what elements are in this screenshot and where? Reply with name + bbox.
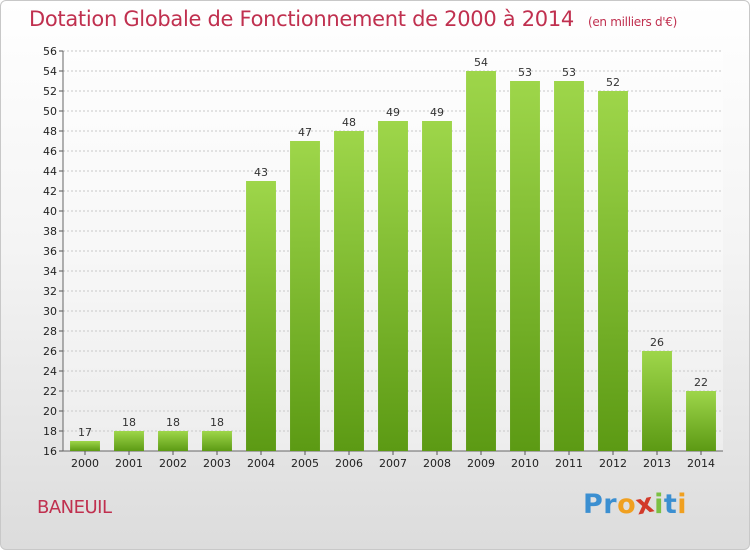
x-tick-label: 2010 bbox=[511, 457, 539, 470]
logo-letter: i bbox=[654, 489, 664, 520]
y-tick-label: 16 bbox=[43, 445, 57, 458]
x-tick-label: 2005 bbox=[291, 457, 319, 470]
commune-name: BANEUIL bbox=[37, 497, 112, 518]
logo-letter: i bbox=[677, 489, 688, 520]
y-tick-label: 30 bbox=[43, 305, 57, 318]
bar-value-label: 26 bbox=[650, 336, 664, 349]
y-tick-label: 18 bbox=[43, 425, 57, 438]
y-tick-label: 40 bbox=[43, 205, 57, 218]
bar-value-label: 53 bbox=[518, 66, 532, 79]
bar-value-label: 53 bbox=[562, 66, 576, 79]
bar bbox=[510, 81, 540, 451]
bar bbox=[378, 121, 408, 451]
chart-title-unit: (en milliers d'€) bbox=[587, 15, 677, 29]
x-tick-label: 2000 bbox=[71, 457, 99, 470]
bar-value-label: 17 bbox=[78, 426, 92, 439]
bar-value-label: 18 bbox=[210, 416, 224, 429]
y-tick-label: 32 bbox=[43, 285, 57, 298]
x-tick-label: 2002 bbox=[159, 457, 187, 470]
y-tick-label: 26 bbox=[43, 345, 57, 358]
x-tick-label: 2003 bbox=[203, 457, 231, 470]
y-tick-label: 34 bbox=[43, 265, 57, 278]
bar-value-label: 52 bbox=[606, 76, 620, 89]
chart-title: Dotation Globale de Fonctionnement de 20… bbox=[29, 7, 677, 31]
x-tick-label: 2007 bbox=[379, 457, 407, 470]
y-tick-label: 22 bbox=[43, 385, 57, 398]
y-tick-label: 54 bbox=[43, 65, 57, 78]
y-tick-label: 42 bbox=[43, 185, 57, 198]
y-tick-label: 52 bbox=[43, 85, 57, 98]
bar bbox=[598, 91, 628, 451]
bar-value-label: 54 bbox=[474, 56, 488, 69]
y-tick-label: 20 bbox=[43, 405, 57, 418]
bar-value-label: 49 bbox=[430, 106, 444, 119]
chart-title-main: Dotation Globale de Fonctionnement de 20… bbox=[29, 7, 574, 31]
bar-value-label: 43 bbox=[254, 166, 268, 179]
bar bbox=[158, 431, 188, 451]
bar-value-label: 18 bbox=[122, 416, 136, 429]
logo-letter: P bbox=[583, 489, 604, 520]
y-tick-label: 46 bbox=[43, 145, 57, 158]
x-tick-label: 2006 bbox=[335, 457, 363, 470]
x-tick-label: 2012 bbox=[599, 457, 627, 470]
bar bbox=[290, 141, 320, 451]
y-tick-label: 24 bbox=[43, 365, 57, 378]
x-tick-label: 2014 bbox=[687, 457, 715, 470]
bar bbox=[466, 71, 496, 451]
y-tick-label: 44 bbox=[43, 165, 57, 178]
bar-value-label: 47 bbox=[298, 126, 312, 139]
x-tick-label: 2009 bbox=[467, 457, 495, 470]
bar bbox=[246, 181, 276, 451]
y-tick-label: 50 bbox=[43, 105, 57, 118]
x-tick-label: 2008 bbox=[423, 457, 451, 470]
x-tick-label: 2001 bbox=[115, 457, 143, 470]
bar-value-label: 49 bbox=[386, 106, 400, 119]
bar-value-label: 22 bbox=[694, 376, 708, 389]
x-tick-label: 2004 bbox=[247, 457, 275, 470]
y-tick-label: 36 bbox=[43, 245, 57, 258]
bar bbox=[686, 391, 716, 451]
proxiti-logo: Proxiti bbox=[583, 487, 688, 521]
bar-value-label: 18 bbox=[166, 416, 180, 429]
x-tick-label: 2011 bbox=[555, 457, 583, 470]
logo-letter: t bbox=[663, 489, 678, 520]
y-tick-label: 28 bbox=[43, 325, 57, 338]
bar bbox=[202, 431, 232, 451]
bar bbox=[114, 431, 144, 451]
bar bbox=[642, 351, 672, 451]
bar-value-label: 48 bbox=[342, 116, 356, 129]
y-tick-label: 56 bbox=[43, 45, 57, 58]
y-tick-label: 38 bbox=[43, 225, 57, 238]
bar bbox=[70, 441, 100, 451]
bar bbox=[422, 121, 452, 451]
bar bbox=[554, 81, 584, 451]
bar bbox=[334, 131, 364, 451]
logo-letter: r bbox=[603, 489, 618, 520]
x-tick-label: 2013 bbox=[643, 457, 671, 470]
y-tick-label: 48 bbox=[43, 125, 57, 138]
logo-letter: o bbox=[617, 489, 637, 520]
